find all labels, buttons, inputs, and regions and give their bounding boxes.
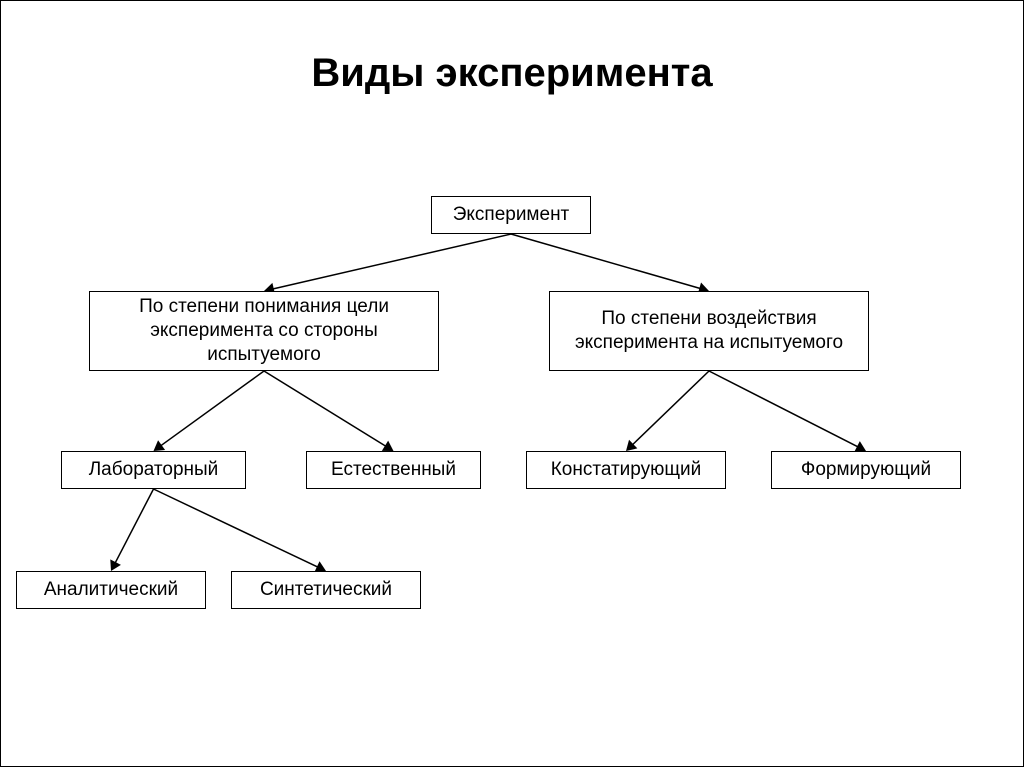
tree-node: Естественный (306, 451, 481, 489)
tree-node: По степени воздействия эксперимента на и… (549, 291, 869, 371)
diagram-edges (1, 1, 1024, 768)
tree-node: Лабораторный (61, 451, 246, 489)
tree-node: Синтетический (231, 571, 421, 609)
tree-node: Эксперимент (431, 196, 591, 234)
tree-node: Формирующий (771, 451, 961, 489)
tree-node: По степени понимания цели эксперимента с… (89, 291, 439, 371)
tree-node: Констатирующий (526, 451, 726, 489)
tree-diagram: Эксперимент По степени понимания цели экс… (1, 1, 1024, 768)
tree-node: Аналитический (16, 571, 206, 609)
